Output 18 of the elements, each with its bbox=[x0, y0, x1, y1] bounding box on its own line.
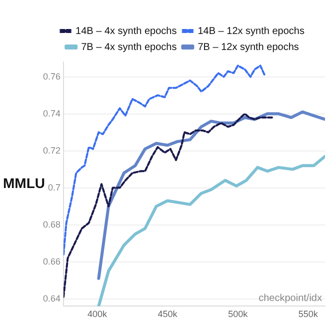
x-tick-label: 500k bbox=[228, 309, 248, 320]
y-tick-label: 0.68 bbox=[42, 219, 61, 230]
x-axis-title: checkpoint/idx bbox=[258, 292, 322, 304]
legend-label: 7B – 4x synth epochs bbox=[81, 42, 177, 53]
legend-label: 14B – 4x synth epochs bbox=[76, 26, 177, 37]
y-tick-label: 0.76 bbox=[42, 71, 61, 82]
y-tick-label: 0.66 bbox=[42, 256, 61, 266]
x-tick-label: 450k bbox=[158, 309, 178, 320]
y-tick-label: 0.72 bbox=[42, 145, 61, 156]
legend-label: 14B – 12x synth epochs bbox=[198, 26, 304, 37]
y-tick-label: 0.7 bbox=[48, 182, 61, 192]
x-tick-label: 400k bbox=[87, 309, 108, 320]
line-series bbox=[64, 64, 266, 256]
y-axis-title: MMLU bbox=[3, 174, 45, 191]
legend-label: 7B – 12x synth epochs bbox=[198, 42, 299, 53]
x-tick-label: 550k bbox=[298, 309, 318, 320]
y-tick-label: 0.74 bbox=[42, 108, 61, 118]
y-tick-label: 0.64 bbox=[42, 293, 61, 304]
